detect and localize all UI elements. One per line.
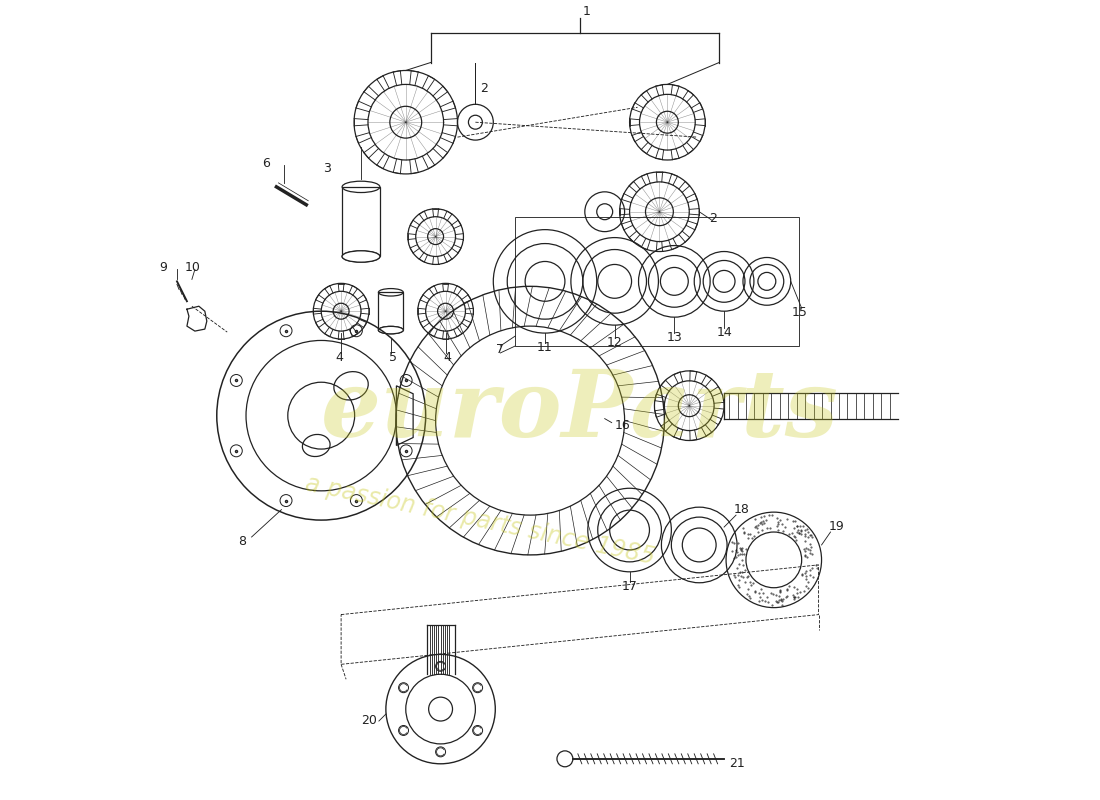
Text: 3: 3 bbox=[323, 162, 331, 175]
Bar bbox=[342, 187, 380, 257]
Text: 4: 4 bbox=[336, 351, 343, 364]
Text: 2: 2 bbox=[481, 82, 488, 95]
Circle shape bbox=[746, 532, 802, 588]
Text: 20: 20 bbox=[361, 714, 377, 727]
Text: 10: 10 bbox=[185, 262, 201, 274]
Circle shape bbox=[436, 662, 446, 671]
Circle shape bbox=[597, 204, 613, 220]
Bar bbox=[378, 292, 404, 330]
Text: 14: 14 bbox=[716, 326, 732, 339]
Text: 9: 9 bbox=[160, 262, 167, 274]
Circle shape bbox=[398, 726, 408, 735]
Text: 11: 11 bbox=[537, 341, 553, 354]
Ellipse shape bbox=[342, 251, 380, 262]
Circle shape bbox=[436, 747, 446, 757]
Text: 13: 13 bbox=[667, 331, 682, 344]
Text: 2: 2 bbox=[710, 212, 717, 225]
Circle shape bbox=[469, 115, 483, 129]
Text: a passion for parts since 1985: a passion for parts since 1985 bbox=[304, 471, 658, 569]
Text: euroParts: euroParts bbox=[321, 366, 839, 456]
Bar bbox=[515, 217, 799, 346]
Text: 8: 8 bbox=[238, 535, 245, 548]
Ellipse shape bbox=[378, 326, 404, 334]
Circle shape bbox=[398, 682, 408, 693]
Text: 4: 4 bbox=[443, 351, 451, 364]
Text: 19: 19 bbox=[828, 520, 845, 533]
Text: 15: 15 bbox=[792, 306, 807, 319]
Text: 16: 16 bbox=[615, 418, 630, 431]
Text: 17: 17 bbox=[621, 580, 638, 593]
Text: 1: 1 bbox=[583, 5, 591, 18]
Circle shape bbox=[473, 726, 483, 735]
Text: 18: 18 bbox=[734, 503, 750, 516]
Circle shape bbox=[473, 682, 483, 693]
Text: 7: 7 bbox=[496, 343, 504, 356]
Text: 5: 5 bbox=[388, 351, 397, 364]
Text: 12: 12 bbox=[607, 336, 623, 349]
Text: 21: 21 bbox=[729, 757, 745, 770]
Text: 6: 6 bbox=[263, 157, 271, 170]
